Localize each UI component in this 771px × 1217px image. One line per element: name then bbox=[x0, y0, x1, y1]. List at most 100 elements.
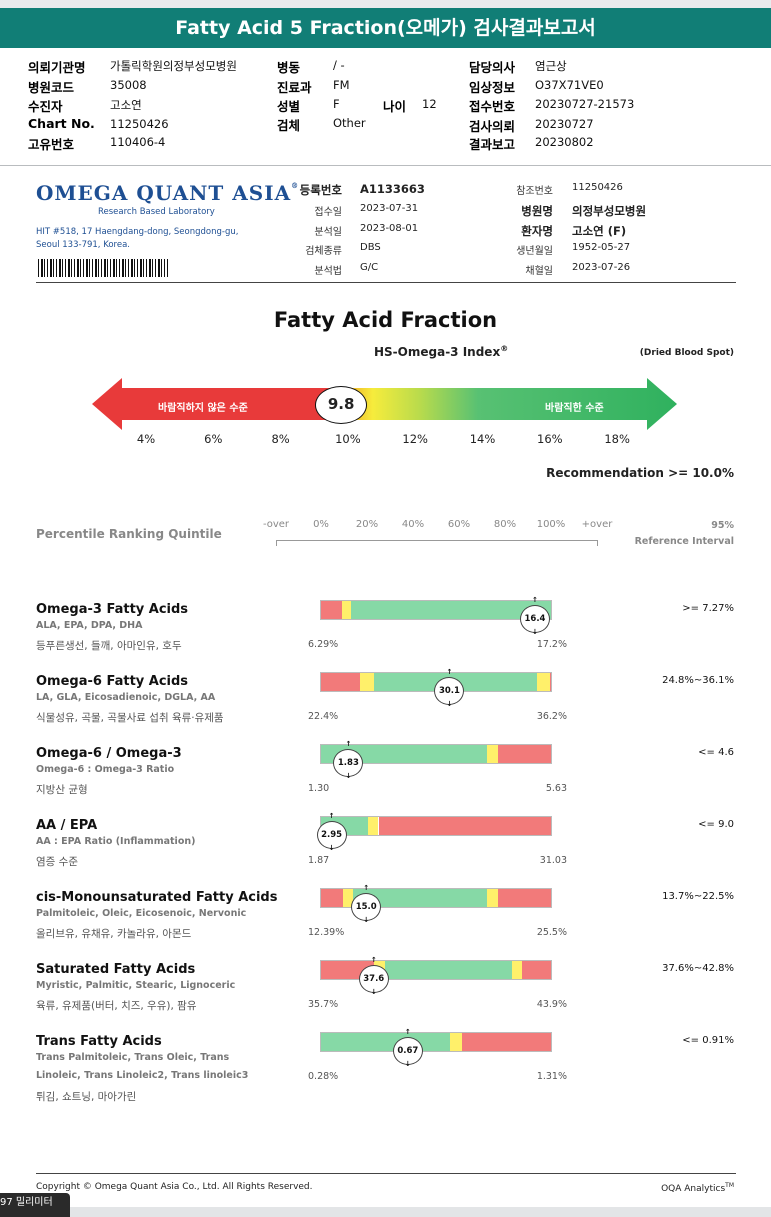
meta-right-value: 11250426 bbox=[572, 182, 623, 193]
index-scale-tick: 6% bbox=[204, 432, 223, 446]
bar-segment-green bbox=[353, 889, 487, 907]
header-field-label: 진료과 bbox=[277, 80, 312, 95]
meta-right-label: 참조번호 bbox=[516, 186, 553, 197]
meta-right-label: 환자명 bbox=[521, 224, 553, 238]
fatty-acid-food-sources: 염증 수준 bbox=[36, 856, 78, 868]
bar-segment-red bbox=[522, 961, 551, 979]
meta-right-label: 생년월일 bbox=[516, 246, 553, 257]
fatty-acid-components: ALA, EPA, DPA, DHA bbox=[36, 620, 143, 631]
range-max: 31.03 bbox=[539, 855, 567, 866]
range-max: 36.2% bbox=[536, 711, 567, 722]
header-field-value: 20230727 bbox=[535, 117, 594, 131]
reference-interval: 37.6%~42.8% bbox=[662, 963, 734, 974]
percentile-bar bbox=[320, 816, 552, 836]
index-scale-tick: 14% bbox=[469, 432, 496, 446]
value-marker: 1.83 bbox=[333, 740, 364, 780]
percentile-scale-label: 60% bbox=[447, 519, 471, 530]
ref-header-label: Reference Interval bbox=[634, 536, 734, 547]
range-max: 25.5% bbox=[536, 927, 567, 938]
reference-interval: 13.7%~22.5% bbox=[662, 891, 734, 902]
header-field-value: FM bbox=[333, 78, 350, 92]
header-field-label: Chart No. bbox=[28, 116, 95, 131]
viewer-bottom-strip bbox=[0, 1207, 771, 1217]
index-scale-tick: 18% bbox=[604, 432, 630, 446]
fatty-acid-name: Omega-6 Fatty Acids bbox=[36, 674, 189, 689]
report-title-banner: Fatty Acid 5 Fraction(오메가) 검사결과보고서 bbox=[0, 8, 771, 48]
range-min: 12.39% bbox=[308, 927, 345, 938]
header-field-label: 담당의사 bbox=[469, 60, 516, 75]
fatty-acid-components: LA, GLA, Eicosadienoic, DGLA, AA bbox=[36, 692, 216, 703]
footer-brand: OQA AnalyticsTM bbox=[560, 1182, 734, 1194]
percentile-axis-tick bbox=[597, 540, 598, 546]
bar-segment-green bbox=[385, 961, 512, 979]
header-field-value: 12 bbox=[422, 97, 437, 111]
bar-segment-yellow bbox=[486, 745, 499, 763]
header-field-value: 110406-4 bbox=[110, 135, 166, 149]
bar-segment-red bbox=[462, 1033, 551, 1051]
sample-type: (Dried Blood Spot) bbox=[639, 348, 734, 358]
header-field-label: 의뢰기관명 bbox=[28, 60, 86, 75]
percentile-scale-label: 20% bbox=[355, 519, 379, 530]
ref-header-pct: 95% bbox=[711, 520, 734, 531]
meta-left-value: G/C bbox=[360, 262, 379, 273]
percentile-scale-label: 0% bbox=[313, 519, 329, 530]
meta-right-value: 의정부성모병원 bbox=[572, 204, 647, 218]
range-max: 43.9% bbox=[536, 999, 567, 1010]
index-title: HS-Omega-3 Index® bbox=[374, 344, 508, 359]
patient-header bbox=[0, 48, 771, 166]
header-field-value: 20230802 bbox=[535, 135, 594, 149]
low-level-label: 바람직하지 않은 수준 bbox=[158, 403, 248, 414]
bar-segment-yellow bbox=[342, 889, 354, 907]
header-field-label: 결과보고 bbox=[469, 137, 516, 152]
index-scale-tick: 8% bbox=[271, 432, 290, 446]
percentile-axis bbox=[276, 540, 598, 541]
value-marker: 0.67 bbox=[392, 1028, 423, 1068]
header-field-value: 염근상 bbox=[535, 59, 567, 73]
bar-segment-red bbox=[321, 889, 343, 907]
index-value: 9.8 bbox=[327, 395, 355, 413]
meta-left-value: A1133663 bbox=[360, 182, 425, 196]
fatty-acid-food-sources: 식물성유, 곡물, 곡물사료 섭취 육류·유제품 bbox=[36, 712, 224, 724]
index-reg-mark: ® bbox=[500, 344, 509, 353]
meta-left-value: DBS bbox=[360, 242, 381, 253]
header-field-value: 고소연 bbox=[110, 98, 142, 112]
fatty-acid-components-cont: Linoleic, Trans Linoleic2, Trans linolei… bbox=[36, 1070, 249, 1081]
bar-segment-red bbox=[498, 889, 551, 907]
fatty-acid-food-sources: 올리브유, 유채유, 카놀라유, 아몬드 bbox=[36, 928, 192, 940]
report-title: Fatty Acid 5 Fraction(오메가) 검사결과보고서 bbox=[175, 17, 596, 39]
header-field-value: F bbox=[333, 97, 340, 111]
fatty-acid-food-sources: 육류, 유제품(버터, 치즈, 우유), 팜유 bbox=[36, 1000, 197, 1012]
footer-brand-tm: TM bbox=[725, 1182, 734, 1189]
value-marker: 2.95 bbox=[316, 812, 347, 852]
index-scale-tick: 16% bbox=[537, 432, 563, 446]
bar-segment-red bbox=[498, 745, 551, 763]
meta-right-value: 고소연 (F) bbox=[572, 224, 627, 238]
footer-divider bbox=[36, 1173, 736, 1174]
meta-right-value: 1952-05-27 bbox=[572, 242, 631, 253]
range-min: 35.7% bbox=[308, 999, 339, 1010]
lab-tagline: Research Based Laboratory bbox=[98, 207, 215, 217]
bar-segment-yellow bbox=[341, 601, 351, 619]
bar-segment-yellow bbox=[360, 673, 374, 691]
bar-segment-yellow bbox=[449, 1033, 463, 1051]
fatty-acid-components: AA : EPA Ratio (Inflammation) bbox=[36, 836, 196, 847]
range-min: 1.87 bbox=[308, 855, 330, 866]
index-arrow-body bbox=[92, 378, 677, 430]
meta-right-value: 2023-07-26 bbox=[572, 262, 631, 273]
lab-name: OMEGA QUANT ASIA bbox=[36, 181, 292, 205]
percentile-title: Percentile Ranking Quintile bbox=[36, 527, 222, 541]
high-level-label: 바람직한 수준 bbox=[545, 403, 604, 414]
fatty-acid-food-sources: 지방산 균형 bbox=[36, 784, 88, 796]
fatty-acid-food-sources: 등푸른생선, 들깨, 아마인유, 호두 bbox=[36, 640, 182, 652]
percentile-axis-tick bbox=[276, 540, 277, 546]
reference-interval: <= 0.91% bbox=[682, 1035, 734, 1046]
fatty-acid-name: Omega-6 / Omega-3 bbox=[36, 746, 182, 761]
header-field-value: Other bbox=[333, 116, 366, 130]
meta-divider bbox=[36, 282, 736, 283]
header-field-value: 20230727-21573 bbox=[535, 97, 635, 111]
header-field-label: 나이 bbox=[383, 99, 407, 114]
header-field-label: 수진자 bbox=[28, 99, 63, 114]
fatty-acid-food-sources: 튀김, 쇼트닝, 마아가린 bbox=[36, 1091, 137, 1103]
lab-address-line1: HIT #518, 17 Haengdang-dong, Seongdong-g… bbox=[36, 227, 239, 237]
meta-left-label: 접수일 bbox=[314, 207, 342, 218]
